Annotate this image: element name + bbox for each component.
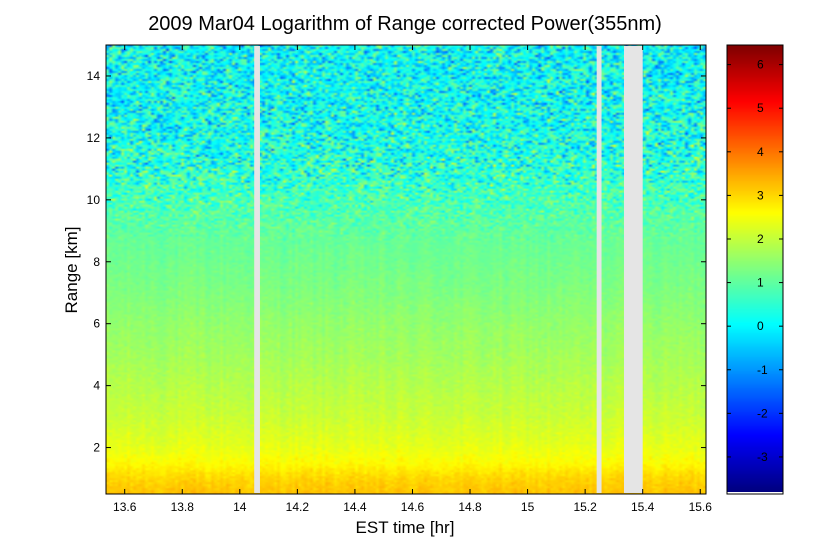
y-tick-label: 2 [93, 441, 100, 455]
colorbar-tick-label: -1 [757, 363, 768, 377]
x-tick-label: 14.4 [343, 500, 367, 514]
y-tick-label: 10 [87, 193, 101, 207]
x-axis-label: EST time [hr] [356, 518, 455, 537]
colorbar-tick-label: 5 [757, 101, 764, 115]
colorbar-ticks: -3 -2 -1 0 1 2 3 4 5 6 [727, 58, 783, 464]
x-tick-label: 15.6 [689, 500, 713, 514]
x-tick-label: 15.4 [631, 500, 655, 514]
x-tick-label: 15.2 [573, 500, 597, 514]
data-gap [596, 46, 602, 493]
x-tick-label: 15 [521, 500, 535, 514]
y-tick-label: 8 [93, 255, 100, 269]
colorbar-tick-label: 3 [757, 188, 764, 202]
data-gap [254, 46, 260, 493]
chart-title: 2009 Mar04 Logarithm of Range corrected … [148, 13, 662, 35]
x-tick-label: 14.6 [401, 500, 425, 514]
plot-area: 13.6 13.8 14 14.2 14.4 14.6 14.8 15 15.2 15.4 15.6… [87, 44, 712, 514]
colorbar-tick-label: -2 [757, 406, 768, 420]
colorbar-tick-label: 2 [757, 232, 764, 246]
x-tick-label: 13.8 [171, 500, 195, 514]
colorbar-frame [726, 44, 784, 495]
y-axis-ticks: 2 4 6 8 10 12 14 [87, 69, 706, 455]
y-tick-label: 14 [87, 69, 101, 83]
x-axis-ticks: 13.6 13.8 14 14.2 14.4 14.6 14.8 15 15.2 15.4 15.6 [113, 45, 712, 514]
x-tick-label: 14.8 [458, 500, 482, 514]
colorbar-tick-label: 0 [757, 319, 764, 333]
heatmap [106, 45, 706, 494]
y-tick-label: 4 [93, 379, 100, 393]
data-gaps [254, 46, 643, 493]
y-tick-label: 6 [93, 317, 100, 331]
colorbar-tick-label: 4 [757, 145, 764, 159]
colorbar: -3 -2 -1 0 1 2 3 4 5 6 [726, 44, 784, 495]
colorbar-tick-label: 6 [757, 58, 764, 72]
x-tick-label: 13.6 [113, 500, 137, 514]
y-axis-label: Range [km] [62, 227, 81, 314]
x-tick-label: 14 [233, 500, 247, 514]
colorbar-tick-label: 1 [757, 276, 764, 290]
data-gap [623, 46, 643, 493]
colorbar-gradient [727, 45, 783, 492]
x-tick-label: 14.2 [286, 500, 310, 514]
colorbar-tick-label: -3 [757, 450, 768, 464]
y-tick-label: 12 [87, 131, 101, 145]
plot-frame [105, 44, 707, 495]
